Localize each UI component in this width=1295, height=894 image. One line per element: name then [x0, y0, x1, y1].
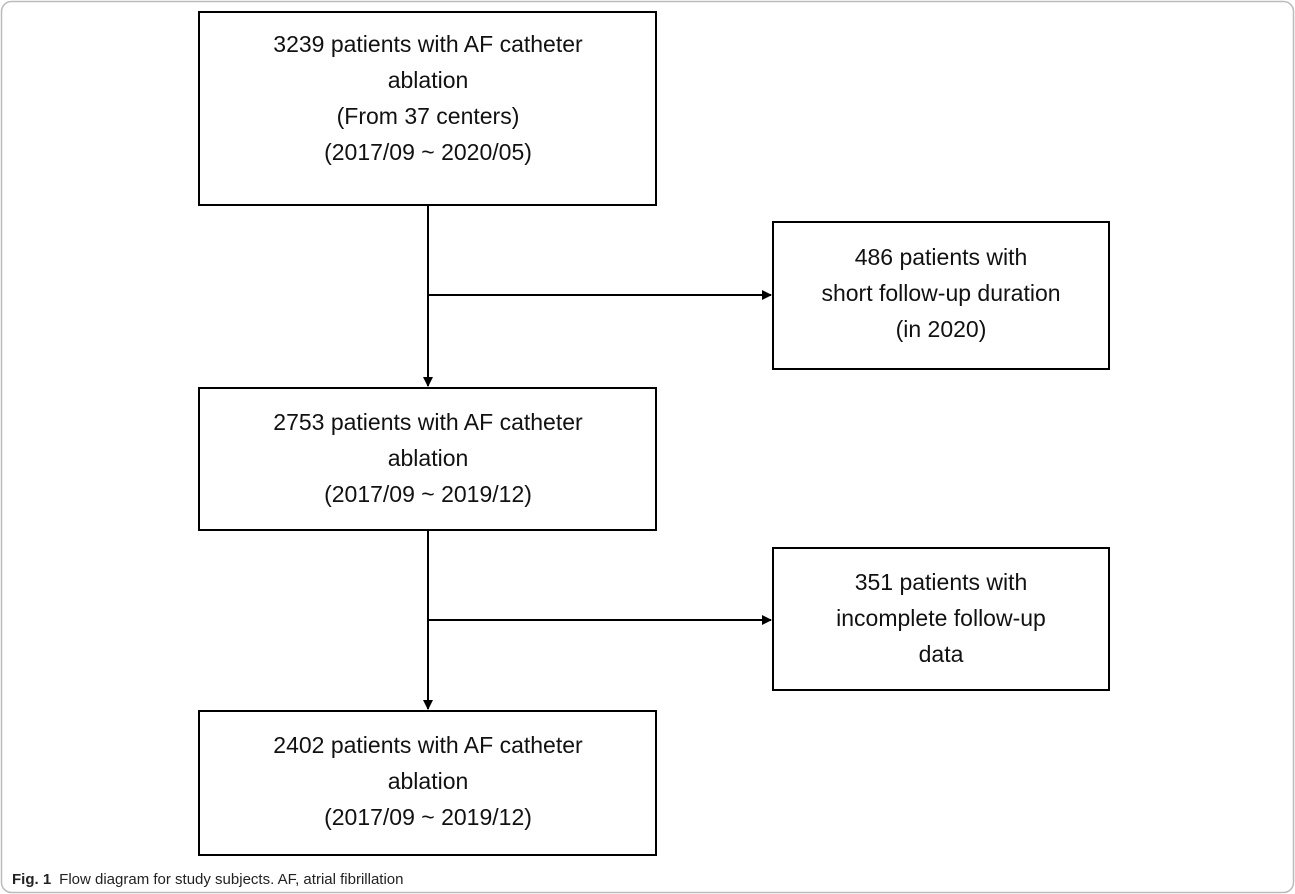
node-text: 3239 patients with AF catheter	[273, 31, 583, 57]
box	[198, 11, 657, 206]
caption-label: Fig. 1	[12, 871, 51, 888]
node-text: ablation	[388, 67, 469, 93]
node-text: 486 patients with	[855, 244, 1028, 270]
node-text: (2017/09 ~ 2019/12)	[324, 804, 532, 830]
node-text: 2402 patients with AF catheter	[273, 732, 583, 758]
node-text: 2753 patients with AF catheter	[273, 409, 583, 435]
node-text: ablation	[388, 445, 469, 471]
box	[772, 547, 1110, 691]
node-text: short follow-up duration	[821, 280, 1060, 306]
node-text: (2017/09 ~ 2020/05)	[324, 139, 532, 165]
node-text: (From 37 centers)	[337, 103, 520, 129]
box	[198, 710, 657, 856]
node-text: (2017/09 ~ 2019/12)	[324, 481, 532, 507]
node-text: incomplete follow-up	[836, 605, 1046, 631]
node-text: (in 2020)	[896, 316, 987, 342]
box	[198, 387, 657, 531]
box	[772, 221, 1110, 370]
node-text: ablation	[388, 768, 469, 794]
node-text: 351 patients with	[855, 569, 1028, 595]
caption: Fig. 1 Flow diagram for study subjects. A…	[12, 871, 403, 888]
node-text: data	[919, 641, 964, 667]
caption-text: Flow diagram for study subjects. AF, atr…	[59, 871, 403, 888]
